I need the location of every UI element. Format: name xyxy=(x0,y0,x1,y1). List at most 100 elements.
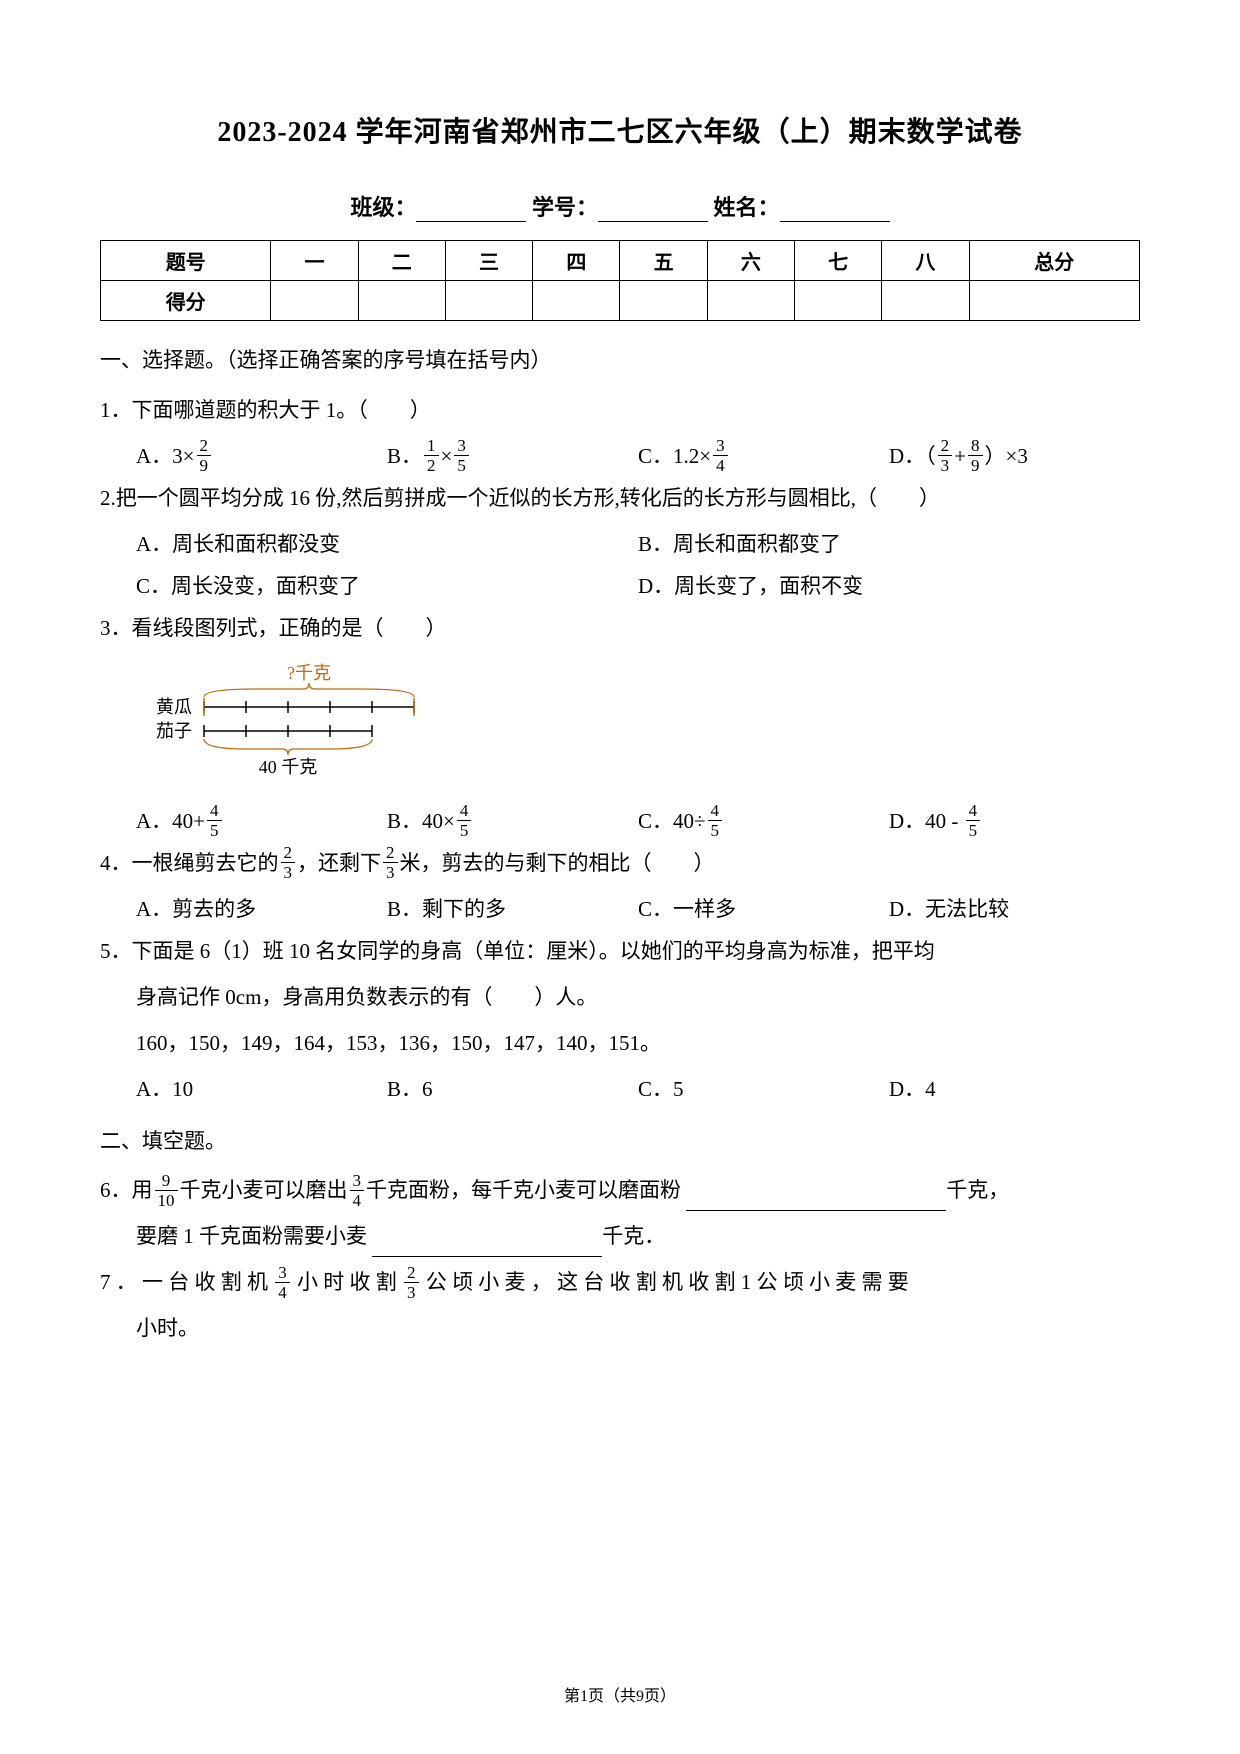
frac-num: 4 xyxy=(708,802,723,820)
q6-blank-1[interactable] xyxy=(686,1189,946,1211)
q2-options: A．周长和面积都没变 B．周长和面积都变了 C．周长没变，面积变了 D．周长变了… xyxy=(100,523,1140,607)
th: 四 xyxy=(533,241,620,281)
td[interactable] xyxy=(707,281,794,321)
line-diagram-svg: 黄瓜茄子?千克40 千克 xyxy=(156,659,436,789)
frac-num: 9 xyxy=(155,1172,178,1190)
fraction: 35 xyxy=(454,437,469,474)
q2-stem: 2.把一个圆平均分成 16 份,然后剪拼成一个近似的长方形,转化后的长方形与圆相… xyxy=(100,477,1140,519)
frac-num: 8 xyxy=(968,437,983,455)
opt-text: B．40× xyxy=(387,809,455,833)
q1-opt-d: D．（23+89）×3 xyxy=(889,435,1140,477)
q4-text: 米，剪去的与剩下的相比（ ） xyxy=(400,851,715,875)
th: 得分 xyxy=(101,281,271,321)
frac-num: 3 xyxy=(275,1264,290,1282)
q7-line1: 7 ． 一 台 收 割 机 34 小 时 收 割 23 公 顷 小 麦 ， 这 … xyxy=(100,1261,1140,1303)
opt-text: A．3× xyxy=(136,444,195,468)
q3-diagram: 黄瓜茄子?千克40 千克 xyxy=(156,659,1140,794)
name-blank[interactable] xyxy=(780,200,890,222)
frac-den: 9 xyxy=(968,455,983,474)
score-table: 题号 一 二 三 四 五 六 七 八 总分 得分 xyxy=(100,240,1140,321)
opt-text: + xyxy=(954,444,966,468)
fraction: 34 xyxy=(275,1264,290,1301)
fraction: 45 xyxy=(457,802,472,839)
frac-num: 2 xyxy=(281,844,296,862)
frac-num: 2 xyxy=(938,437,953,455)
q3-opt-b: B．40×45 xyxy=(387,800,638,842)
frac-num: 4 xyxy=(207,802,222,820)
q6-text: 千克小麦可以磨出 xyxy=(180,1178,348,1202)
q2-opt-b: B．周长和面积都变了 xyxy=(638,523,1140,565)
td[interactable] xyxy=(969,281,1139,321)
q1-opt-b: B．12×35 xyxy=(387,435,638,477)
q3-opt-c: C．40÷45 xyxy=(638,800,889,842)
td[interactable] xyxy=(794,281,881,321)
th: 题号 xyxy=(101,241,271,281)
td[interactable] xyxy=(271,281,358,321)
q4-opt-c: C．一样多 xyxy=(638,888,889,930)
q2-opt-a: A．周长和面积都没变 xyxy=(136,523,638,565)
q7-line2: 小时。 xyxy=(100,1307,1140,1349)
fraction: 34 xyxy=(713,437,728,474)
q4-stem: 4．一根绳剪去它的23，还剩下23米，剪去的与剩下的相比（ ） xyxy=(100,842,1140,884)
td[interactable] xyxy=(445,281,532,321)
q4-opt-d: D．无法比较 xyxy=(889,888,1140,930)
table-row: 得分 xyxy=(101,281,1140,321)
frac-den: 3 xyxy=(938,455,953,474)
q5-text: 身高记作 0cm，身高用负数表示的有（ ）人。 xyxy=(136,985,597,1009)
td[interactable] xyxy=(882,281,969,321)
frac-num: 3 xyxy=(713,437,728,455)
frac-num: 2 xyxy=(197,437,212,455)
svg-text:40 千克: 40 千克 xyxy=(259,757,318,777)
opt-text: B． xyxy=(387,444,422,468)
frac-num: 4 xyxy=(966,802,981,820)
fraction: 910 xyxy=(155,1172,178,1209)
th: 六 xyxy=(707,241,794,281)
opt-text: ）×3 xyxy=(985,444,1028,468)
section-2-heading: 二、填空题。 xyxy=(100,1124,1140,1160)
fraction: 45 xyxy=(708,802,723,839)
q6-blank-2[interactable] xyxy=(372,1235,602,1257)
q6-line1: 6．用910千克小麦可以磨出34千克面粉，每千克小麦可以磨面粉 千克， xyxy=(100,1169,1140,1211)
q5-opt-d: D．4 xyxy=(889,1068,1140,1110)
q4-opt-a: A．剪去的多 xyxy=(136,888,387,930)
q5-data: 160，150，149，164，153，136，150，147，140，151。 xyxy=(100,1022,1140,1064)
frac-num: 2 xyxy=(404,1264,419,1282)
frac-den: 3 xyxy=(383,862,398,881)
svg-text:黄瓜: 黄瓜 xyxy=(156,697,192,717)
th: 五 xyxy=(620,241,707,281)
q6-text: 千克， xyxy=(946,1178,1009,1202)
q7-text: 7 ． 一 台 收 割 机 xyxy=(100,1270,273,1294)
q5-stem-2: 身高记作 0cm，身高用负数表示的有（ ）人。 xyxy=(100,976,1140,1018)
frac-den: 9 xyxy=(197,455,212,474)
page-title: 2023-2024 学年河南省郑州市二七区六年级（上）期末数学试卷 xyxy=(100,110,1140,150)
th: 总分 xyxy=(969,241,1139,281)
q2-opt-d: D．周长变了，面积不变 xyxy=(638,565,1140,607)
student-info-line: 班级： 学号： 姓名： xyxy=(100,190,1140,222)
frac-den: 4 xyxy=(275,1282,290,1301)
fraction: 45 xyxy=(207,802,222,839)
td[interactable] xyxy=(533,281,620,321)
q1-opt-c: C．1.2×34 xyxy=(638,435,889,477)
frac-num: 3 xyxy=(454,437,469,455)
frac-den: 5 xyxy=(708,820,723,839)
frac-num: 4 xyxy=(457,802,472,820)
th: 七 xyxy=(794,241,881,281)
q5-stem-1: 5．下面是 6（1）班 10 名女同学的身高（单位：厘米）。以她们的平均身高为标… xyxy=(100,930,1140,972)
q1-options: A．3×29 B．12×35 C．1.2×34 D．（23+89）×3 xyxy=(100,435,1140,477)
class-label: 班级： xyxy=(350,195,416,220)
name-label: 姓名： xyxy=(714,195,780,220)
q7-text: 小 时 收 割 xyxy=(292,1270,402,1294)
q1-opt-a: A．3×29 xyxy=(136,435,387,477)
td[interactable] xyxy=(358,281,445,321)
q3-options: A．40+45 B．40×45 C．40÷45 D．40 - 45 xyxy=(100,800,1140,842)
opt-text: C．40÷ xyxy=(638,809,706,833)
fraction: 23 xyxy=(404,1264,419,1301)
q6-text: 千克． xyxy=(602,1224,665,1248)
id-blank[interactable] xyxy=(598,200,708,222)
page-footer: 第1页（共9页） xyxy=(0,1682,1240,1706)
td[interactable] xyxy=(620,281,707,321)
frac-den: 5 xyxy=(966,820,981,839)
section-1-heading: 一、选择题。（选择正确答案的序号填在括号内） xyxy=(100,343,1140,379)
class-blank[interactable] xyxy=(416,200,526,222)
q6-text: 6．用 xyxy=(100,1178,153,1202)
